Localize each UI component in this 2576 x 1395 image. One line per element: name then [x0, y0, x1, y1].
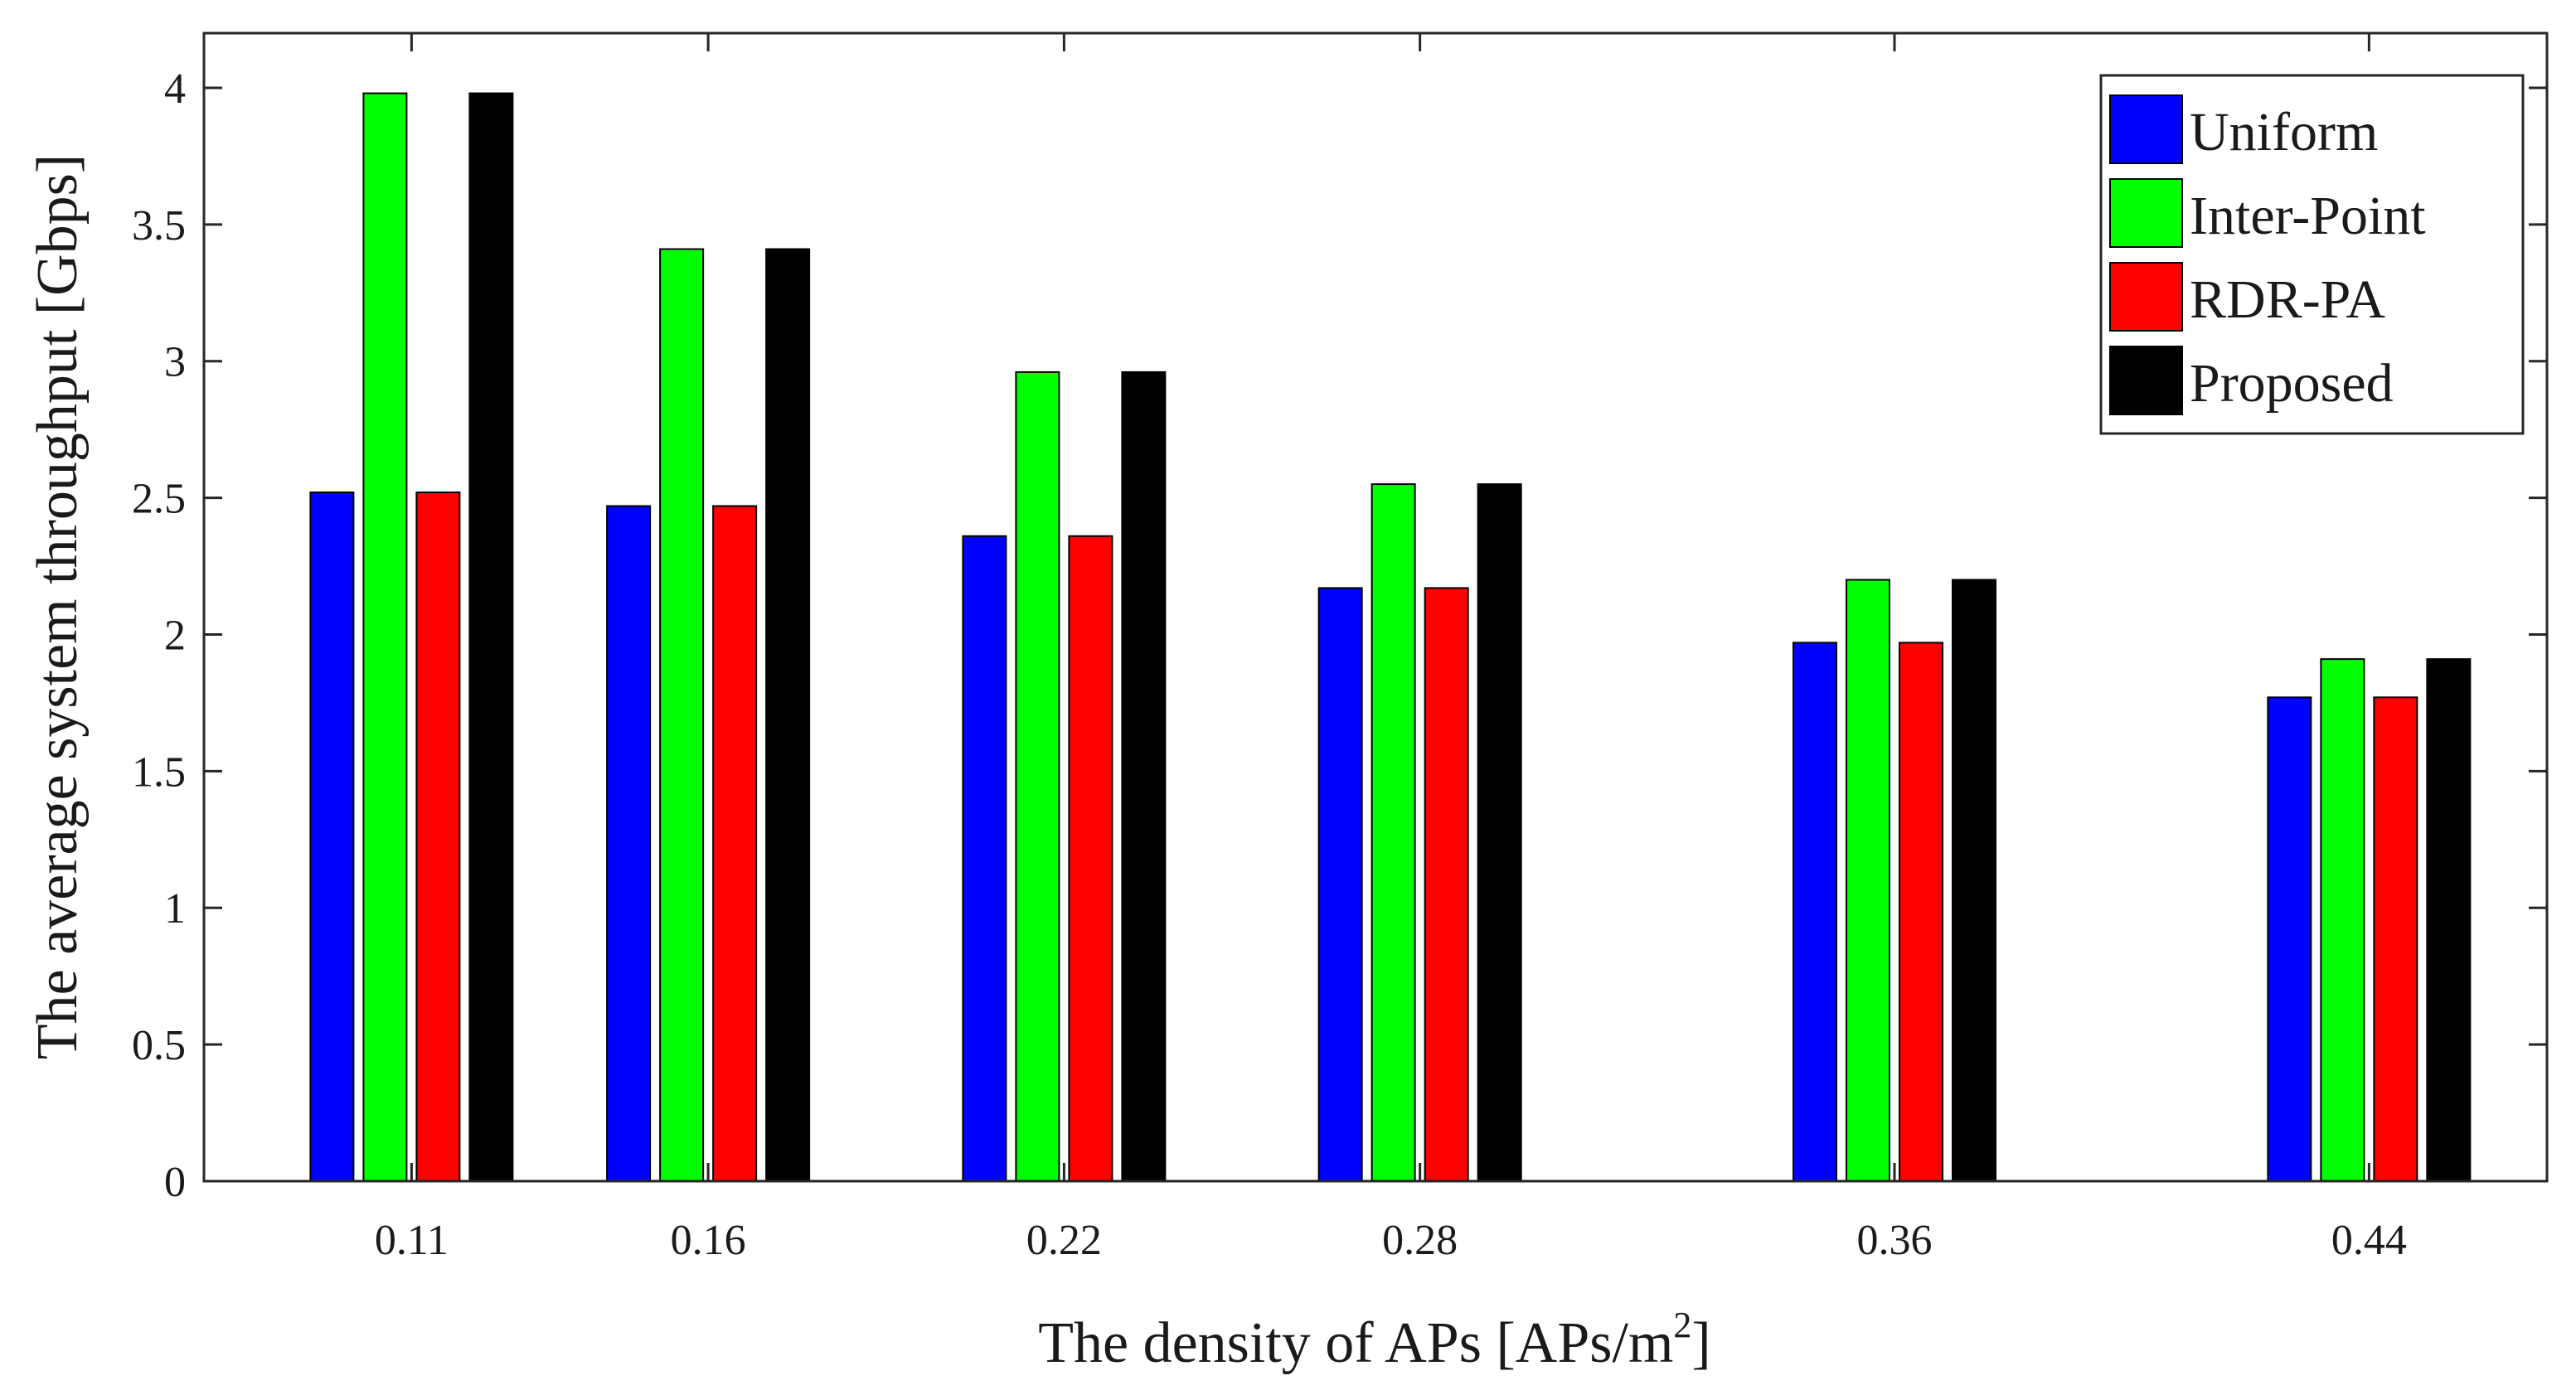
bar-inter-point-0.11 [362, 92, 408, 1183]
legend-label: Inter-Point [2190, 186, 2426, 246]
bar-uniform-0.11 [309, 492, 355, 1182]
bar-proposed-0.11 [468, 92, 514, 1183]
bar-rdr-pa-0.16 [712, 505, 758, 1182]
bar-rdr-pa-0.22 [1068, 535, 1113, 1182]
legend-swatch [2109, 346, 2183, 415]
y-tick-label: 0 [164, 1159, 186, 1206]
legend-swatch [2109, 94, 2183, 164]
legend-label: Uniform [2190, 102, 2378, 162]
legend-swatch [2109, 262, 2183, 332]
x-tick-label: 0.44 [2331, 1217, 2407, 1264]
bar-uniform-0.28 [1317, 587, 1363, 1182]
bar-inter-point-0.16 [659, 248, 705, 1182]
legend-label: RDR-PA [2190, 269, 2385, 330]
plot-frame [202, 31, 2549, 1183]
x-tick-label: 0.11 [375, 1217, 449, 1264]
x-tick-label: 0.16 [671, 1217, 746, 1264]
bar-proposed-0.36 [1952, 579, 1997, 1182]
y-tick-label: 3 [164, 339, 186, 386]
bar-uniform-0.16 [606, 505, 652, 1182]
x-axis-title-suffix: ] [1691, 1311, 1710, 1375]
x-axis-title: The density of APs [APs/m2] [1038, 1305, 1710, 1375]
bars-layer [309, 92, 2472, 1183]
bar-inter-point-0.28 [1370, 483, 1416, 1182]
bar-uniform-0.44 [2267, 696, 2312, 1182]
y-axis-title: The average system throughput [Gbps] [26, 154, 90, 1060]
y-tick-label: 1 [164, 885, 186, 932]
y-tick-label: 2.5 [132, 476, 186, 523]
x-tick-label: 0.28 [1382, 1217, 1458, 1264]
bar-rdr-pa-0.44 [2373, 696, 2418, 1182]
bar-uniform-0.36 [1793, 642, 1838, 1182]
bar-proposed-0.16 [765, 248, 811, 1182]
legend: Uniform Inter-Point RDR-PA Proposed [2099, 74, 2525, 435]
bar-proposed-0.28 [1477, 483, 1522, 1182]
bar-uniform-0.22 [962, 535, 1007, 1182]
legend-label: Proposed [2190, 353, 2394, 414]
bar-rdr-pa-0.11 [415, 492, 461, 1182]
bar-inter-point-0.44 [2320, 658, 2365, 1182]
bar-rdr-pa-0.36 [1899, 642, 1944, 1182]
y-tick-label: 4 [164, 65, 186, 113]
bar-inter-point-0.36 [1846, 579, 1891, 1182]
bar-inter-point-0.22 [1015, 371, 1060, 1182]
x-axis-title-main: The density of APs [APs/m [1038, 1311, 1673, 1375]
legend-swatch [2109, 178, 2183, 248]
y-tick-label: 3.5 [132, 202, 186, 249]
x-tick-label: 0.22 [1026, 1217, 1102, 1264]
bar-proposed-0.44 [2426, 658, 2472, 1182]
y-tick-label: 0.5 [132, 1022, 186, 1069]
bar-proposed-0.22 [1121, 371, 1167, 1182]
y-tick-label: 1.5 [132, 748, 186, 796]
y-axis-ticks: 0 0.5 1 1.5 2 2.5 3 3.5 4 [132, 65, 2547, 1206]
x-axis-title-superscript: 2 [1673, 1305, 1691, 1345]
x-axis-ticks: 0.11 0.16 0.22 0.28 0.36 0.44 [375, 33, 2407, 1264]
y-tick-label: 2 [164, 612, 186, 659]
bar-rdr-pa-0.28 [1424, 587, 1469, 1182]
x-tick-label: 0.36 [1857, 1217, 1933, 1264]
